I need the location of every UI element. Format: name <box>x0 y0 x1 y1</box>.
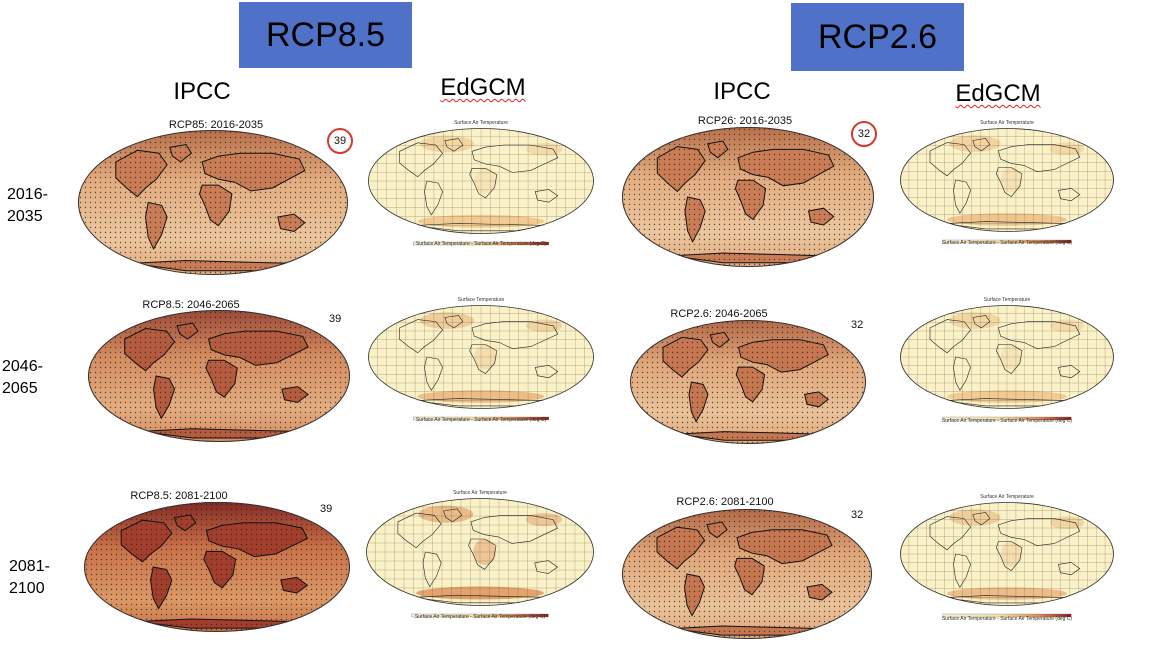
map-title: Surface Air Temperature <box>454 120 508 126</box>
edgcm-map-graphic <box>900 128 1114 244</box>
edgcm-map-rcp85-2081-2100: Surface Air Temperature Surface Air Temp… <box>366 490 594 640</box>
model-count: 32 <box>851 509 864 521</box>
colorbar-label: Surface Air Temperature - Surface Air Te… <box>415 417 547 423</box>
map-title: RCP85: 2016-2035 <box>168 119 264 131</box>
edgcm-map-graphic <box>366 498 594 618</box>
model-count-badge: 32 <box>851 121 877 147</box>
row-label-2081-2100: 2081- 2100 <box>9 556 69 600</box>
ipcc-map-graphic <box>622 509 872 639</box>
edgcm-map-rcp26-2016-2035: Surface Air Temperature Surface Air Temp… <box>900 118 1114 266</box>
row-label-2046-2065: 2046- 2065 <box>2 356 62 400</box>
map-title: Surface Air Temperature <box>980 120 1034 126</box>
row-label-line: 2016- <box>7 186 48 203</box>
edgcm-map-rcp26-2081-2100: Surface Air Temperature Surface Air Temp… <box>900 494 1114 642</box>
ipcc-map-rcp85-2081-2100: RCP8.5: 2081-2100 39 <box>84 486 354 636</box>
map-title: Surface Temperature <box>983 297 1031 303</box>
ipcc-map-graphic <box>84 502 350 632</box>
map-title: RCP8.5: 2046-2065 <box>142 299 240 311</box>
edgcm-map-graphic <box>900 502 1114 618</box>
row-label-2016-2035: 2016- 2035 <box>7 184 67 228</box>
map-title: RCP26: 2016-2035 <box>697 115 793 127</box>
map-title: RCP2.6: 2081-2100 <box>676 496 774 508</box>
edgcm-map-rcp26-2046-2065: Surface Temperature Surface Air Temperat… <box>900 297 1114 443</box>
ipcc-map-graphic <box>78 130 348 275</box>
model-count: 32 <box>851 319 864 331</box>
edgcm-map-rcp85-2016-2035: Surface Air Temperature Surface Air Temp… <box>368 118 594 268</box>
ipcc-map-rcp26-2081-2100: RCP2.6: 2081-2100 32 <box>620 493 890 643</box>
ipcc-map-graphic <box>622 127 874 267</box>
edgcm-map-graphic <box>900 305 1114 421</box>
colorbar-label: Surface Air Temperature - Surface Air Te… <box>941 418 1073 424</box>
ipcc-map-graphic <box>630 320 866 444</box>
ipcc-map-graphic <box>88 310 350 442</box>
colorbar-label: Surface Air Temperature - Surface Air Te… <box>941 616 1073 622</box>
model-count-badge: 39 <box>327 128 353 154</box>
column-header-ipcc: IPCC <box>173 78 231 105</box>
model-count: 39 <box>329 313 342 325</box>
scenario-label: RCP2.6 <box>817 17 938 56</box>
colorbar-label: Surface Air Temperature - Surface Air Te… <box>414 614 546 620</box>
model-count: 39 <box>320 503 333 515</box>
scenario-header-rcp26: RCP2.6 <box>791 3 964 71</box>
map-title: RCP2.6: 2046-2065 <box>670 308 768 320</box>
row-label-line: 2081- <box>9 558 50 575</box>
edgcm-map-rcp85-2046-2065: Surface Temperature Surface Air Temperat… <box>368 297 594 442</box>
map-title: RCP8.5: 2081-2100 <box>130 490 228 502</box>
ipcc-map-rcp26-2016-2035: RCP26: 2016-2035 32 <box>620 113 890 268</box>
scenario-header-rcp85: RCP8.5 <box>239 2 412 68</box>
row-label-line: 2035 <box>7 208 43 225</box>
edgcm-map-graphic <box>368 305 594 421</box>
colorbar-label: Surface Air Temperature - Surface Air Te… <box>415 241 547 247</box>
ipcc-map-rcp26-2046-2065: RCP2.6: 2046-2065 32 <box>628 305 890 445</box>
map-title: Surface Temperature <box>457 297 505 303</box>
row-label-line: 2065 <box>2 380 38 397</box>
ipcc-map-rcp85-2046-2065: RCP8.5: 2046-2065 39 <box>86 294 356 444</box>
colorbar-label: Surface Air Temperature - Surface Air Te… <box>941 240 1073 246</box>
column-header-edgcm: EdGCM <box>440 74 526 101</box>
map-title: Surface Air Temperature <box>980 494 1034 500</box>
edgcm-map-graphic <box>368 128 594 246</box>
ipcc-map-rcp85-2016-2035: RCP85: 2016-2035 39 <box>76 116 356 276</box>
scenario-label: RCP8.5 <box>265 15 386 54</box>
column-header-edgcm: EdGCM <box>955 80 1041 107</box>
row-label-line: 2046- <box>2 358 43 375</box>
column-header-ipcc: IPCC <box>713 78 771 105</box>
map-title: Surface Air Temperature <box>453 490 507 496</box>
row-label-line: 2100 <box>9 580 45 597</box>
